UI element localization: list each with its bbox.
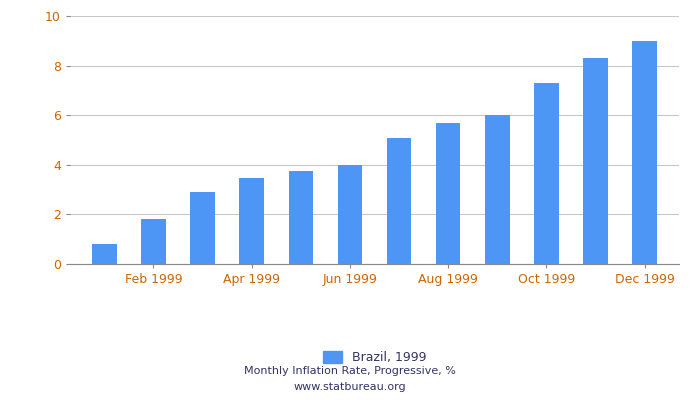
Text: www.statbureau.org: www.statbureau.org <box>294 382 406 392</box>
Bar <box>141 219 166 264</box>
Bar <box>288 171 313 264</box>
Bar <box>632 41 657 264</box>
Bar <box>239 178 264 264</box>
Bar <box>190 192 215 264</box>
Bar <box>583 58 608 264</box>
Bar <box>534 83 559 264</box>
Bar <box>436 123 461 264</box>
Bar <box>387 138 412 264</box>
Legend: Brazil, 1999: Brazil, 1999 <box>318 346 431 369</box>
Text: Monthly Inflation Rate, Progressive, %: Monthly Inflation Rate, Progressive, % <box>244 366 456 376</box>
Bar <box>337 165 362 264</box>
Bar <box>485 115 510 264</box>
Bar <box>92 244 117 264</box>
